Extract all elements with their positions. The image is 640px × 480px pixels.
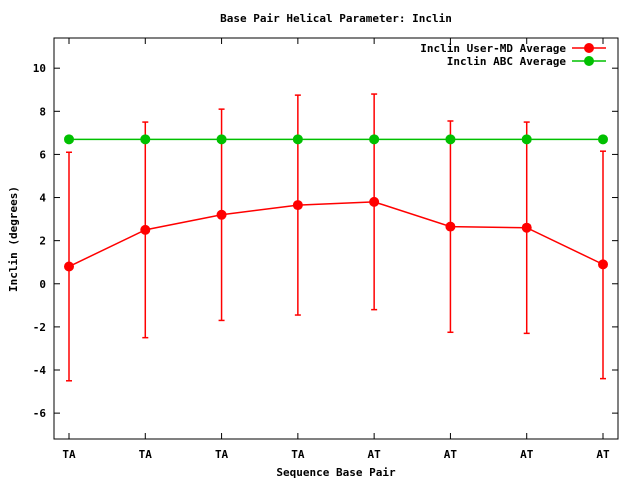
x-axis-label: Sequence Base Pair — [276, 466, 396, 479]
data-point — [369, 196, 380, 207]
x-tick-label: AT — [444, 448, 458, 461]
plot-frame — [53, 37, 619, 440]
x-tick-label: TA — [215, 448, 229, 461]
y-tick-label: 0 — [39, 278, 46, 291]
y-tick-label: 4 — [39, 192, 46, 205]
series-line — [68, 201, 604, 268]
y-tick-label: 6 — [39, 148, 46, 161]
data-point — [216, 209, 227, 220]
data-point — [292, 134, 303, 145]
data-point — [64, 134, 74, 145]
y-tick-label: 8 — [39, 105, 46, 118]
x-tick-label: AT — [520, 448, 534, 461]
y-tick-label: 10 — [33, 62, 46, 75]
data-point — [445, 134, 456, 145]
data-point — [216, 134, 227, 145]
y-tick-label: 2 — [39, 235, 46, 248]
legend-marker — [584, 56, 594, 66]
data-point — [598, 134, 608, 145]
data-point — [64, 261, 74, 272]
legend-label: Inclin User-MD Average — [420, 42, 566, 55]
legend-marker — [584, 43, 594, 53]
y-tick-label: -2 — [33, 321, 46, 334]
data-point — [521, 134, 532, 145]
series-layer — [64, 93, 608, 382]
y-tick-label: -6 — [33, 407, 47, 420]
x-tick-label: TA — [62, 448, 76, 461]
y-axis-label: Inclin (degrees) — [7, 186, 20, 292]
x-tick-label: AT — [596, 448, 610, 461]
series-1 — [64, 93, 608, 382]
x-tick-label: AT — [368, 448, 382, 461]
data-point — [521, 222, 532, 233]
axes: -6 -4 -2 0 2 4 6 8 10 TA TA TA TA AT AT AT AT — [33, 38, 618, 461]
x-tick-label: TA — [139, 448, 153, 461]
legend-label: Inclin ABC Average — [447, 55, 567, 68]
data-point — [445, 221, 456, 232]
chart-title: Base Pair Helical Parameter: Inclin — [220, 12, 452, 25]
data-point — [369, 134, 380, 145]
data-point — [140, 224, 151, 235]
x-tick-label: TA — [291, 448, 305, 461]
data-point — [598, 259, 608, 270]
series-2 — [64, 134, 608, 145]
data-point — [292, 200, 303, 211]
data-point — [140, 134, 151, 145]
y-tick-label: -4 — [33, 364, 47, 377]
